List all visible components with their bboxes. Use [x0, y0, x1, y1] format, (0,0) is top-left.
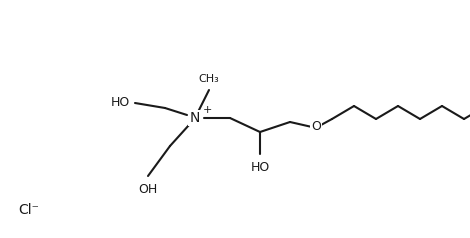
- Text: CH₃: CH₃: [199, 74, 219, 84]
- Text: O: O: [311, 120, 321, 134]
- Text: +: +: [203, 105, 212, 115]
- Text: N: N: [190, 111, 200, 125]
- Text: Cl⁻: Cl⁻: [18, 203, 39, 217]
- Text: HO: HO: [251, 161, 270, 174]
- Text: HO: HO: [111, 96, 130, 109]
- Text: OH: OH: [138, 183, 157, 196]
